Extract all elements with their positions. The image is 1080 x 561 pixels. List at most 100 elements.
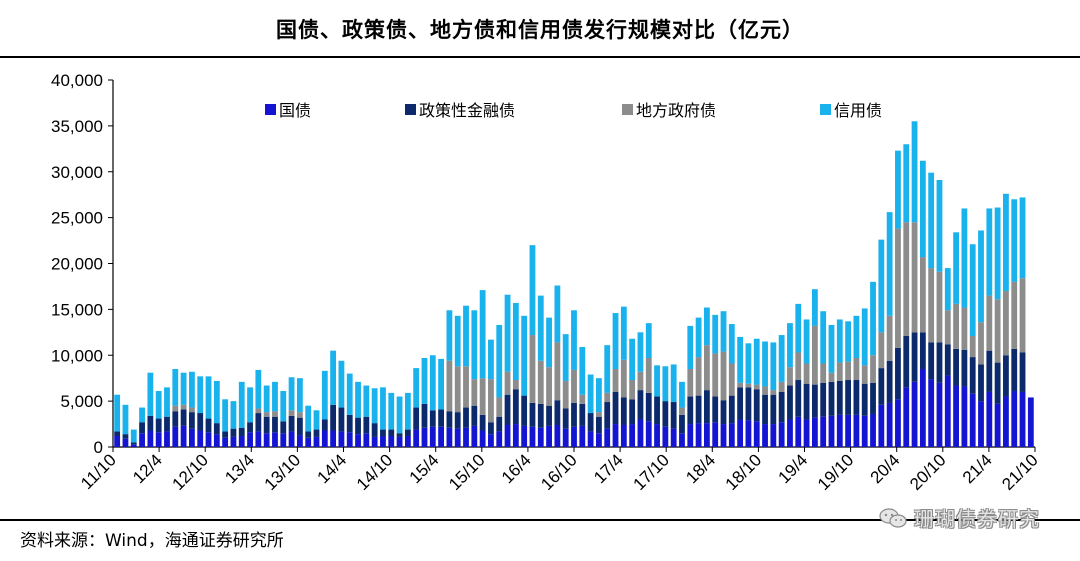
bar-segment-3	[828, 372, 835, 382]
bar-segment-4	[1011, 199, 1018, 282]
bar-segment-3	[903, 222, 910, 336]
bar-segment-1	[604, 428, 611, 447]
bar-segment-4	[961, 208, 968, 308]
bar-segment-1	[596, 433, 602, 447]
bar-segment-1	[238, 435, 245, 447]
bar-segment-4	[845, 321, 852, 362]
bar-segment-3	[496, 397, 503, 417]
bar-segment-3	[762, 386, 768, 395]
bar-segment-4	[529, 245, 536, 336]
legend-item: 国债	[265, 101, 311, 120]
bar-segment-4	[388, 392, 395, 430]
bar-segment-2	[512, 389, 519, 425]
bar-segment-3	[936, 271, 943, 343]
bar-segment-1	[820, 416, 827, 447]
bar-segment-4	[720, 311, 727, 352]
bar-segment-1	[571, 426, 577, 447]
footer-rule	[0, 519, 1080, 521]
bar-segment-2	[986, 350, 993, 392]
bar-segment-3	[911, 222, 918, 333]
bar-segment-1	[114, 435, 121, 447]
bar-segment-3	[870, 355, 876, 383]
bar-segment-1	[720, 424, 727, 447]
x-tick-label: 12/10	[169, 450, 213, 494]
bar-segment-3	[679, 407, 685, 415]
bar-segment-2	[770, 394, 777, 425]
bar-segment-1	[521, 425, 528, 447]
bar-segment-1	[479, 430, 486, 447]
bar-segment-3	[596, 412, 602, 417]
x-tick-label: 19/4	[774, 450, 811, 487]
bar-segment-3	[753, 384, 760, 390]
title-rule	[0, 56, 1080, 58]
bar-segment-1	[330, 430, 337, 447]
bar-segment-1	[164, 431, 170, 447]
bar-segment-4	[396, 396, 403, 434]
bar-segment-4	[787, 323, 793, 368]
bar-segment-4	[953, 232, 959, 304]
bar-segment-4	[587, 374, 594, 414]
bar-segment-1	[886, 402, 893, 447]
bar-segment-3	[1003, 291, 1009, 356]
bar-segment-2	[205, 418, 212, 433]
bar-segment-2	[596, 416, 602, 434]
bar-segment-4	[512, 302, 519, 381]
bar-segment-2	[147, 415, 154, 431]
y-tick-label: 40,000	[51, 71, 103, 90]
y-tick-label: 30,000	[51, 163, 103, 182]
bar-segment-2	[637, 390, 644, 420]
bar-segment-3	[978, 322, 984, 365]
bar-segment-2	[903, 335, 910, 388]
bar-segment-1	[770, 424, 777, 447]
bar-segment-2	[936, 342, 943, 383]
bar-segment-4	[703, 307, 710, 346]
bar-segment-2	[878, 368, 885, 405]
bar-segment-1	[363, 433, 370, 447]
bar-segment-2	[679, 414, 685, 434]
bar-segment-2	[895, 347, 901, 400]
bar-segment-1	[787, 419, 793, 447]
bar-segment-1	[778, 422, 785, 447]
bar-segment-3	[263, 412, 270, 417]
bar-segment-1	[911, 381, 918, 447]
y-tick-label: 10,000	[51, 346, 103, 365]
bar-segment-1	[853, 414, 860, 447]
y-tick-label: 20,000	[51, 255, 103, 274]
bar-segment-4	[429, 355, 436, 411]
bar-segment-4	[255, 369, 262, 409]
bar-segment-3	[745, 383, 752, 388]
y-tick-label: 15,000	[51, 300, 103, 319]
bar-segment-1	[496, 431, 503, 447]
bar-segment-1	[903, 387, 910, 447]
bar-segment-2	[122, 434, 129, 439]
bar-segment-2	[803, 383, 810, 420]
bar-segment-2	[828, 381, 835, 416]
bar-segment-1	[338, 431, 345, 447]
bar-segment-2	[238, 427, 245, 436]
bar-segment-4	[762, 341, 768, 387]
bar-segment-1	[861, 415, 868, 447]
x-tick-label: 17/4	[590, 450, 627, 487]
bar-segment-4	[404, 392, 411, 430]
x-tick-label: 13/10	[261, 450, 305, 494]
bar-segment-3	[272, 411, 278, 417]
bar-segment-4	[122, 404, 129, 435]
bar-segment-1	[969, 393, 976, 447]
legend: 国债 政策性金融债 地方政府债 信用债	[265, 101, 882, 120]
bar-segment-3	[446, 360, 453, 412]
bar-segment-4	[994, 207, 1001, 300]
bar-segment-2	[953, 348, 959, 386]
x-tick-label: 20/10	[906, 450, 950, 494]
x-tick-label: 21/4	[959, 450, 996, 487]
bar-segment-3	[895, 228, 901, 348]
bar-segment-4	[870, 281, 876, 356]
bar-segment-4	[620, 306, 627, 360]
y-tick-label: 35,000	[51, 117, 103, 136]
bar-segment-1	[280, 433, 287, 447]
watermark-text: 珊瑚债券研究	[914, 507, 1040, 531]
bar-segment-4	[139, 407, 145, 423]
bar-segment-1	[828, 415, 835, 447]
bar-segment-2	[363, 416, 370, 434]
bar-segment-2	[1011, 348, 1018, 392]
bar-segment-4	[778, 335, 785, 382]
